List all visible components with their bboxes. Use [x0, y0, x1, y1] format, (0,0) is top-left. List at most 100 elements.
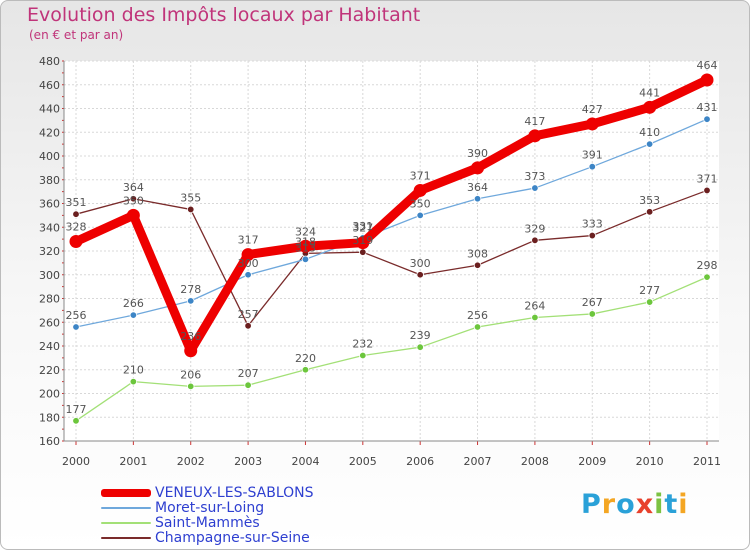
data-point-veneux-les-sablons: [184, 344, 198, 358]
x-tick-label: 2004: [291, 455, 319, 468]
data-point-champagne-sur-seine: [244, 322, 252, 330]
data-label-champagne-sur-seine: 351: [66, 196, 87, 209]
legend-label-champagne-sur-seine: Champagne-sur-Seine: [155, 529, 310, 546]
data-label-champagne-sur-seine: 318: [295, 235, 316, 248]
y-tick-label: 420: [39, 126, 60, 139]
series-line-moret-sur-loing: [75, 118, 708, 328]
data-label-saint-mamm-s: 256: [467, 309, 488, 322]
y-tick-label: 300: [39, 269, 60, 282]
data-point-veneux-les-sablons: [471, 161, 485, 175]
y-tick-label: 320: [39, 245, 60, 258]
legend: VENEUX-LES-SABLONS Moret-sur-Loing Saint…: [101, 485, 314, 546]
legend-swatch-saint-mammes: [101, 521, 151, 524]
data-point-saint-mamm-s: [531, 313, 539, 322]
x-tick-label: 2001: [119, 455, 147, 468]
data-point-champagne-sur-seine: [129, 195, 138, 203]
data-label-veneux-les-sablons: 371: [410, 169, 431, 182]
legend-swatch-veneux-les-sablons: [101, 488, 151, 497]
data-point-champagne-sur-seine: [645, 208, 654, 216]
y-tick-label: 360: [39, 198, 60, 211]
data-point-saint-mamm-s: [645, 298, 654, 306]
data-point-moret-sur-loing: [244, 271, 252, 279]
data-label-moret-sur-loing: 350: [410, 197, 431, 210]
data-label-saint-mamm-s: 277: [639, 284, 660, 297]
x-tick-label: 2011: [693, 455, 721, 468]
data-label-champagne-sur-seine: 257: [238, 308, 259, 321]
logo-letter: o: [616, 489, 636, 520]
data-point-veneux-les-sablons: [700, 73, 714, 87]
data-label-moret-sur-loing: 410: [639, 126, 660, 139]
data-point-saint-mamm-s: [187, 382, 195, 391]
x-tick-label: 2003: [234, 455, 262, 468]
data-label-saint-mamm-s: 232: [352, 338, 373, 351]
data-label-veneux-les-sablons: 317: [238, 234, 259, 247]
data-label-veneux-les-sablons: 328: [66, 221, 87, 234]
chart-subtitle: (en € et par an): [29, 28, 124, 42]
data-point-veneux-les-sablons: [298, 239, 312, 253]
series-line-champagne-sur-seine: [75, 189, 708, 327]
data-label-veneux-les-sablons: 441: [639, 86, 660, 99]
data-label-veneux-les-sablons: 327: [352, 222, 373, 235]
data-point-moret-sur-loing: [301, 255, 310, 264]
y-tick-label: 200: [39, 388, 60, 401]
data-point-champagne-sur-seine: [187, 205, 195, 214]
logo-letter: i: [654, 489, 665, 520]
legend-swatch-moret-sur-loing: [101, 506, 151, 509]
data-label-saint-mamm-s: 298: [697, 259, 718, 272]
data-point-saint-mamm-s: [129, 377, 138, 386]
legend-item-moret-sur-loing: Moret-sur-Loing: [101, 500, 314, 516]
data-point-champagne-sur-seine: [359, 248, 367, 256]
data-point-saint-mamm-s: [359, 351, 367, 360]
y-tick-label: 400: [39, 150, 60, 163]
data-label-veneux-les-sablons: 390: [467, 147, 488, 160]
data-label-veneux-les-sablons: 417: [524, 115, 545, 128]
y-tick-label: 440: [39, 103, 60, 116]
data-label-moret-sur-loing: 266: [123, 297, 144, 310]
data-point-moret-sur-loing: [129, 311, 138, 319]
data-label-champagne-sur-seine: 364: [123, 181, 144, 194]
data-label-champagne-sur-seine: 371: [697, 172, 718, 185]
logo-letter: P: [581, 489, 602, 520]
data-point-champagne-sur-seine: [72, 210, 80, 218]
x-tick-label: 2008: [521, 455, 549, 468]
data-label-champagne-sur-seine: 355: [180, 191, 201, 204]
data-label-saint-mamm-s: 207: [238, 367, 259, 380]
data-label-champagne-sur-seine: 353: [639, 194, 660, 207]
logo-letter: r: [601, 489, 617, 520]
data-point-veneux-les-sablons: [126, 208, 140, 222]
data-point-veneux-les-sablons: [643, 100, 657, 114]
data-label-saint-mamm-s: 220: [295, 352, 316, 365]
data-label-veneux-les-sablons: 324: [295, 225, 316, 238]
y-tick-label: 480: [39, 55, 60, 68]
legend-item-saint-mammes: Saint-Mammès: [101, 514, 314, 531]
data-label-saint-mamm-s: 264: [524, 300, 545, 313]
proxiti-logo: Proxiti: [581, 489, 689, 520]
data-point-saint-mamm-s: [244, 381, 252, 389]
x-tick-label: 2000: [62, 455, 90, 468]
series-line-veneux-les-sablons: [71, 75, 712, 356]
data-point-champagne-sur-seine: [703, 186, 711, 195]
legend-swatch-champagne-sur-seine: [101, 536, 151, 539]
data-label-moret-sur-loing: 364: [467, 181, 488, 194]
y-tick-label: 260: [39, 316, 60, 329]
x-tick-label: 2010: [636, 455, 664, 468]
data-point-saint-mamm-s: [473, 323, 482, 331]
data-point-champagne-sur-seine: [588, 231, 596, 240]
data-label-moret-sur-loing: 278: [180, 283, 201, 296]
data-point-champagne-sur-seine: [531, 236, 539, 245]
data-point-moret-sur-loing: [531, 184, 539, 192]
y-tick-label: 340: [39, 221, 60, 234]
y-tick-label: 160: [39, 435, 60, 448]
data-label-veneux-les-sablons: 427: [582, 103, 603, 116]
legend-label-saint-mammes: Saint-Mammès: [155, 514, 260, 531]
data-point-moret-sur-loing: [72, 323, 80, 331]
data-point-saint-mamm-s: [72, 417, 80, 425]
y-tick-label: 380: [39, 174, 60, 187]
data-point-champagne-sur-seine: [473, 261, 482, 269]
data-label-moret-sur-loing: 331: [352, 220, 373, 233]
data-point-saint-mamm-s: [588, 310, 596, 318]
data-point-moret-sur-loing: [187, 297, 195, 305]
y-tick-label: 220: [39, 364, 60, 377]
y-tick-label: 460: [39, 79, 60, 92]
